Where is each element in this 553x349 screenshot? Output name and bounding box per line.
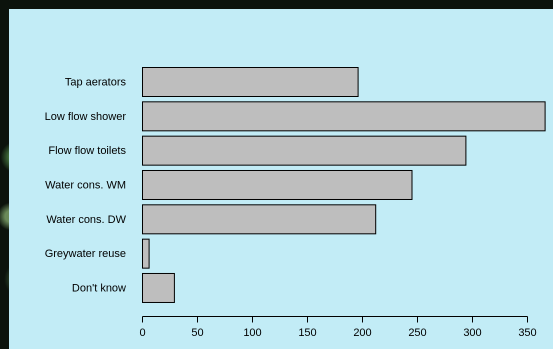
x-tick-label-5: 250	[408, 327, 426, 339]
category-label-2: Flow flow toilets	[48, 145, 126, 157]
category-label-6: Don't know	[72, 282, 126, 294]
category-label-5: Greywater reuse	[45, 248, 126, 260]
bar-4	[142, 204, 377, 235]
category-label-4: Water cons. DW	[46, 214, 126, 226]
bar-0	[142, 67, 359, 97]
bar-5	[142, 238, 150, 269]
x-tick-label-2: 100	[243, 327, 261, 339]
bar-chart: Tap aerators Low flow shower Flow flow toi…	[45, 67, 546, 339]
x-tick-label-3: 150	[298, 327, 316, 339]
x-tick-label-6: 300	[463, 327, 481, 339]
bar-6	[142, 272, 175, 303]
category-label-3: Water cons. WM	[45, 179, 126, 191]
x-tick-label-7: 350	[518, 327, 536, 339]
bar-3	[142, 169, 413, 200]
category-label-1: Low flow shower	[45, 111, 127, 123]
chart-panel: Tap aerators Low flow shower Flow flow toi…	[9, 9, 553, 349]
bar-1	[142, 101, 546, 132]
x-tick-label-4: 200	[353, 327, 371, 339]
bar-2	[142, 135, 467, 166]
x-tick-label-1: 50	[191, 327, 203, 339]
x-tick-label-0: 0	[139, 327, 145, 339]
category-label-0: Tap aerators	[65, 77, 127, 89]
